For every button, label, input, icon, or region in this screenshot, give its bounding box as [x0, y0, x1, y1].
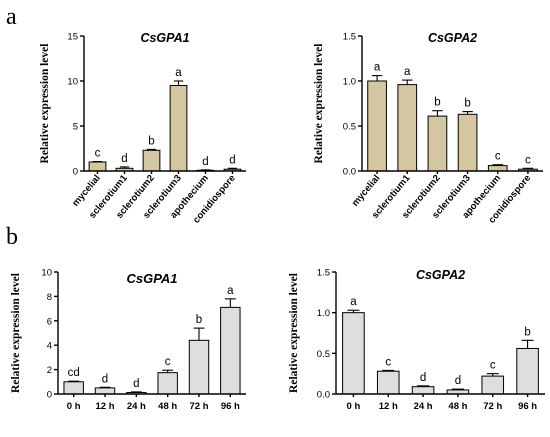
category-label-0: 0 h	[67, 401, 81, 412]
significance-label-2: d	[133, 378, 139, 390]
significance-label-2: b	[434, 97, 440, 109]
category-label-5: 96 h	[518, 401, 537, 412]
y-axis-label: Relative expression level	[288, 273, 300, 393]
significance-label-3: b	[464, 98, 470, 110]
significance-label-1: d	[121, 153, 127, 165]
y-tick-label-1: 0.5	[317, 349, 330, 360]
y-tick-label-2: 10	[67, 77, 78, 88]
bar-5	[516, 347, 539, 395]
significance-label-2: d	[420, 372, 426, 384]
y-tick-label-1: 0.5	[343, 122, 356, 133]
category-label-3: 48 h	[158, 401, 177, 412]
category-label-4: 72 h	[483, 401, 502, 412]
significance-label-5: b	[524, 326, 530, 338]
bar-4	[487, 165, 508, 172]
significance-label-0: a	[374, 62, 381, 74]
bar-2	[411, 386, 435, 395]
bar-1	[94, 387, 116, 395]
y-axis-label: Relative expression level	[39, 44, 51, 164]
y-tick-label-3: 6	[47, 316, 52, 327]
y-tick-label-2: 4	[47, 341, 52, 352]
bar-0	[88, 161, 107, 172]
bar-0	[342, 312, 365, 395]
y-tick-label-3: 1.5	[317, 268, 330, 279]
bar-4	[481, 375, 505, 395]
y-tick-label-4: 8	[47, 292, 52, 303]
y-tick-label-1: 2	[47, 365, 52, 376]
significance-label-0: c	[95, 148, 101, 160]
significance-label-5: c	[525, 154, 531, 166]
chart-title: CsGPA2	[428, 31, 477, 45]
chart-b-csgpa2: Relative expression level CsGPA2 a 0 h c 12…	[288, 268, 545, 412]
category-label-1: 12 h	[379, 401, 398, 412]
significance-label-0: cd	[68, 367, 80, 379]
category-label-1: 12 h	[95, 401, 114, 412]
y-axis-label: Relative expression level	[10, 273, 22, 393]
category-label-2: 24 h	[127, 401, 146, 412]
y-tick-label-5: 10	[41, 268, 52, 279]
panel-letter-b: b	[6, 224, 18, 250]
y-tick-label-2: 1.0	[343, 77, 356, 88]
bar-0	[367, 80, 387, 172]
category-label-4: 72 h	[189, 401, 208, 412]
y-tick-label-1: 5	[73, 122, 78, 133]
y-tick-label-0: 0	[73, 167, 78, 178]
bar-1	[397, 84, 418, 172]
bar-3	[169, 85, 188, 172]
chart-a-csgpa2: Relative expression level CsGPA2 amyceli…	[313, 31, 543, 226]
category-label-2: 24 h	[414, 401, 433, 412]
significance-label-4: c	[495, 151, 501, 163]
y-tick-label-0: 0.0	[343, 167, 356, 178]
significance-label-1: a	[404, 66, 411, 78]
bar-1	[376, 370, 400, 395]
bar-0	[63, 381, 84, 395]
bar-2	[142, 149, 161, 172]
significance-label-5: d	[229, 154, 235, 166]
bar-5	[220, 306, 241, 395]
chart-b-csgpa1: Relative expression level CsGPA1 cd0 hd1…	[10, 268, 246, 412]
y-tick-label-0: 0	[47, 390, 52, 401]
bar-2	[427, 115, 448, 172]
significance-label-0: a	[350, 296, 357, 308]
panel-letter-a: a	[6, 4, 17, 30]
significance-label-1: c	[385, 356, 391, 368]
chart-title: CsGPA1	[140, 31, 189, 45]
category-label-0: 0 h	[347, 401, 361, 412]
significance-label-4: c	[490, 360, 496, 372]
category-label-3: 48 h	[448, 401, 467, 412]
significance-label-3: d	[455, 375, 461, 387]
bar-4	[188, 339, 210, 395]
y-tick-label-3: 1.5	[343, 32, 356, 43]
significance-label-2: b	[148, 135, 154, 147]
category-label-5: 96 h	[221, 401, 240, 412]
y-axis-label: Relative expression level	[313, 44, 325, 164]
significance-label-4: d	[202, 156, 208, 168]
significance-label-4: b	[196, 314, 202, 326]
y-tick-label-2: 1.0	[317, 308, 330, 319]
chart-a-csgpa1: Relative expression level CsGPA1 cmyceli…	[39, 31, 246, 226]
chart-title: CsGPA1	[126, 271, 177, 286]
y-tick-label-0: 0.0	[317, 390, 330, 401]
chart-title: CsGPA2	[416, 268, 465, 282]
significance-label-3: c	[165, 356, 171, 368]
y-tick-label-3: 15	[67, 32, 78, 43]
bar-3	[457, 113, 478, 172]
significance-label-3: a	[175, 67, 182, 79]
significance-label-1: d	[102, 373, 108, 385]
bar-3	[157, 372, 178, 395]
significance-label-5: a	[227, 285, 234, 297]
